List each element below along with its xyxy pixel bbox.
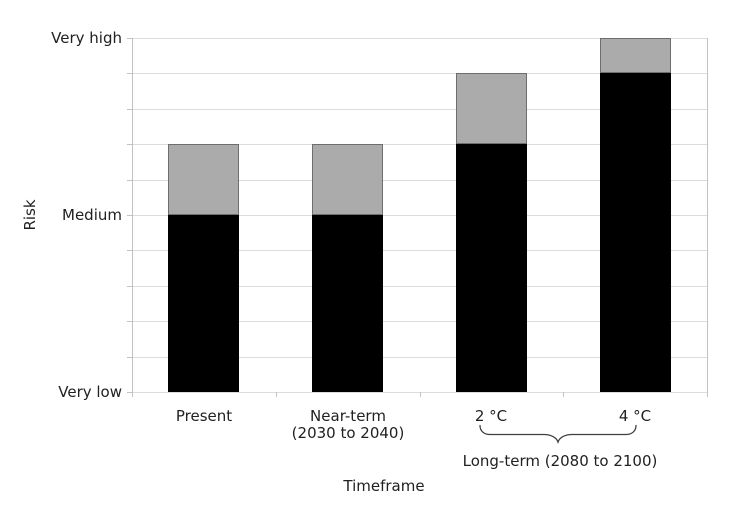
gridline	[132, 357, 707, 358]
y-axis-line	[132, 38, 133, 393]
x-axis-tick	[132, 392, 133, 397]
gridline	[132, 392, 707, 393]
bar-2-gray-segment	[312, 144, 383, 215]
gridline	[132, 109, 707, 110]
y-axis-tick	[127, 215, 132, 216]
y-tick-label: Very high	[51, 29, 122, 47]
gridline	[132, 180, 707, 181]
x-category-label: Near-term (2030 to 2040)	[268, 408, 428, 442]
gridline	[132, 144, 707, 145]
y-axis-tick	[127, 38, 132, 39]
y-axis-tick	[127, 357, 132, 358]
x-axis-tick	[276, 392, 277, 397]
y-axis-tick	[127, 109, 132, 110]
x-category-label-line: Present	[175, 407, 233, 425]
x-category-label-line: Near-term	[310, 407, 386, 425]
x-category-label: 2 °C	[411, 408, 571, 425]
bar-3-gray-segment	[456, 73, 527, 144]
y-axis-tick	[127, 180, 132, 181]
x-axis-title: Timeframe	[343, 477, 425, 495]
x-category-label-line: 2 °C	[474, 407, 508, 425]
gridline	[132, 215, 707, 216]
x-category-label-line: 4 °C	[618, 407, 652, 425]
long-term-annotation-label: Long-term (2080 to 2100)	[462, 452, 658, 470]
x-category-label: 4 °C	[555, 408, 715, 425]
gridline	[132, 321, 707, 322]
bar-1-black-segment	[168, 215, 239, 392]
bar-4-black-segment	[600, 73, 671, 392]
x-axis-tick	[420, 392, 421, 397]
x-category-label-line: (2030 to 2040)	[291, 424, 405, 442]
y-axis-title: Risk	[21, 199, 39, 231]
bar-1-gray-segment	[168, 144, 239, 215]
bar-4-gray-segment	[600, 38, 671, 73]
x-axis-tick	[707, 392, 708, 397]
y-axis-tick	[127, 392, 132, 393]
y-axis-tick	[127, 73, 132, 74]
long-term-brace-icon	[479, 424, 637, 444]
gridline	[132, 38, 707, 39]
y-axis-tick	[127, 321, 132, 322]
gridline	[132, 286, 707, 287]
plot-right-border	[707, 38, 708, 393]
y-axis-tick	[127, 286, 132, 287]
bar-3-black-segment	[456, 144, 527, 392]
y-tick-label: Very low	[58, 383, 122, 401]
gridline	[132, 250, 707, 251]
x-axis-tick	[563, 392, 564, 397]
y-axis-tick	[127, 144, 132, 145]
bar-2-black-segment	[312, 215, 383, 392]
x-category-label: Present	[124, 408, 284, 425]
gridline	[132, 73, 707, 74]
y-tick-label: Medium	[62, 206, 122, 224]
y-axis-tick	[127, 250, 132, 251]
